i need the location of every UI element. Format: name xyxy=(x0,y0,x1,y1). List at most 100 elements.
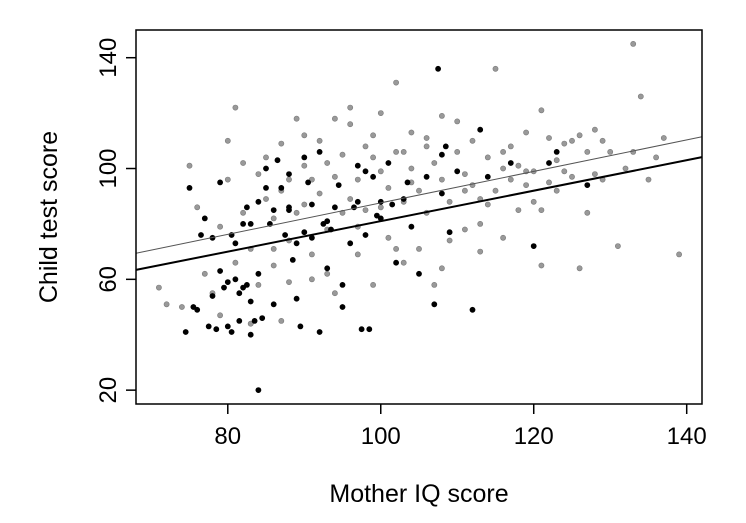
point-a xyxy=(263,165,269,172)
point-b xyxy=(546,179,552,186)
point-a xyxy=(553,148,560,155)
point-a xyxy=(274,157,281,164)
point-a xyxy=(469,306,476,313)
point-a xyxy=(255,198,262,205)
point-a xyxy=(243,281,250,288)
point-a xyxy=(217,179,223,186)
point-a xyxy=(270,301,277,308)
point-b xyxy=(316,190,323,197)
point-b xyxy=(393,148,399,155)
point-a xyxy=(263,184,269,191)
point-b xyxy=(232,259,239,266)
point-b xyxy=(416,245,422,252)
point-a xyxy=(584,182,591,188)
point-a xyxy=(228,329,235,335)
point-a xyxy=(354,198,361,205)
point-a xyxy=(416,270,422,277)
point-b xyxy=(331,173,338,180)
point-a xyxy=(247,298,254,305)
point-b xyxy=(492,187,499,194)
point-b xyxy=(308,176,315,183)
point-b xyxy=(584,209,591,216)
point-a xyxy=(331,204,338,211)
point-a xyxy=(301,154,308,161)
point-b xyxy=(553,187,560,194)
point-b xyxy=(393,245,399,252)
point-b xyxy=(523,129,529,136)
point-a xyxy=(530,243,537,249)
point-b xyxy=(615,243,621,249)
point-b xyxy=(492,65,499,72)
point-b xyxy=(240,209,246,216)
point-a xyxy=(423,173,430,180)
point-a xyxy=(201,215,208,222)
point-b xyxy=(163,301,170,308)
point-b xyxy=(576,265,583,272)
point-b xyxy=(377,110,384,116)
point-b xyxy=(308,276,315,283)
point-b xyxy=(660,135,667,141)
point-b xyxy=(255,171,262,177)
point-b xyxy=(347,196,354,202)
point-a xyxy=(251,317,258,324)
point-b xyxy=(270,262,277,269)
point-a xyxy=(308,201,315,208)
point-b xyxy=(438,113,445,119)
point-a xyxy=(484,173,491,180)
point-a xyxy=(293,295,300,302)
point-a xyxy=(190,304,197,310)
regression-line-a xyxy=(135,156,703,271)
point-a xyxy=(217,268,223,274)
point-a xyxy=(194,306,201,313)
point-b xyxy=(607,148,614,155)
point-a xyxy=(205,323,212,330)
point-a xyxy=(247,331,254,338)
x-tick-label: 100 xyxy=(361,423,401,450)
point-a xyxy=(286,207,292,213)
point-a xyxy=(289,256,296,263)
point-a xyxy=(347,240,354,247)
point-a xyxy=(198,232,204,238)
y-axis-label: Child test score xyxy=(35,131,63,303)
point-b xyxy=(438,265,445,272)
y-tick-label: 140 xyxy=(95,38,122,78)
point-b xyxy=(347,104,354,111)
point-b xyxy=(293,115,300,122)
point-b xyxy=(477,220,484,227)
point-b xyxy=(515,207,522,213)
point-a xyxy=(404,179,411,186)
point-a xyxy=(362,232,369,238)
point-b xyxy=(538,107,545,114)
point-a xyxy=(259,315,266,321)
point-a xyxy=(293,240,300,247)
point-b xyxy=(293,209,300,216)
point-b xyxy=(301,201,308,208)
point-a xyxy=(358,326,365,333)
point-a xyxy=(240,220,246,227)
point-b xyxy=(347,121,354,128)
point-a xyxy=(282,232,288,238)
point-b xyxy=(546,135,552,141)
point-a xyxy=(236,290,243,297)
point-b xyxy=(224,176,231,183)
point-a xyxy=(221,284,227,291)
point-b xyxy=(232,104,239,111)
point-b xyxy=(561,140,568,147)
point-b xyxy=(484,154,491,161)
point-a xyxy=(236,317,243,324)
point-b xyxy=(286,279,292,285)
point-b xyxy=(385,234,392,241)
point-a xyxy=(224,323,231,330)
point-b xyxy=(446,198,453,205)
point-b xyxy=(676,251,682,258)
point-b xyxy=(278,140,285,147)
point-a xyxy=(408,223,415,230)
point-a xyxy=(270,207,277,213)
point-b xyxy=(515,162,522,169)
point-b xyxy=(217,312,223,319)
point-a xyxy=(373,212,380,219)
point-a xyxy=(316,329,323,335)
y-axis: 20 60 100 140 xyxy=(95,38,136,403)
point-a xyxy=(232,240,239,247)
point-b xyxy=(454,148,461,155)
